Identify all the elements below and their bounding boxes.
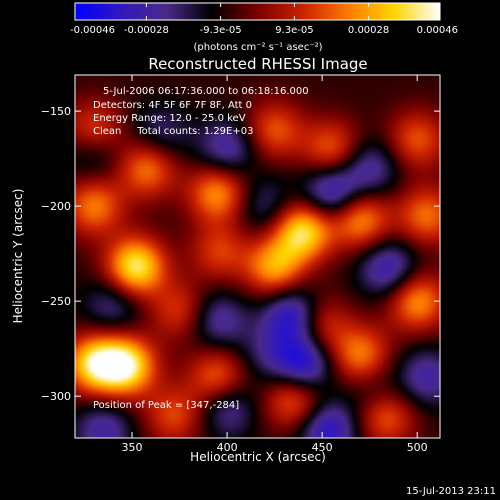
- x-axis-label: Heliocentric X (arcsec): [190, 450, 326, 464]
- heatmap-image: [75, 75, 440, 438]
- annotation-time: 5-Jul-2006 06:17:36.000 to 06:18:16.000: [103, 86, 309, 97]
- plot-area: 350 400 450 500 −150 −200 −250 −300 5-Jul-2006…: [41, 74, 441, 454]
- y-ticks: [75, 110, 440, 397]
- x-tick-labels: 350 400 450 500: [122, 441, 428, 454]
- colorbar-unit-label: (photons cm⁻² s⁻¹ asec⁻²): [193, 42, 322, 53]
- colorbar-tick-label: 0.00046: [417, 25, 458, 36]
- annotation-detectors: Detectors: 4F 5F 6F 7F 8F, Att 0: [93, 100, 252, 111]
- y-tick-labels: −150 −200 −250 −300: [41, 105, 71, 403]
- colorbar-tick-label: -0.00028: [124, 25, 169, 36]
- colorbar-tick-labels: -0.00046 -0.00028 -9.3e-05 9.3e-05 0.00028 0.…: [70, 25, 458, 36]
- x-tick-label: 450: [312, 441, 333, 454]
- y-tick-label: −150: [41, 105, 71, 118]
- x-ticks: [131, 75, 418, 438]
- colorbar-tick-label: -0.00046: [70, 25, 115, 36]
- colorbar: -0.00046 -0.00028 -9.3e-05 9.3e-05 0.00028 0.…: [70, 2, 458, 53]
- y-tick-label: −300: [41, 390, 71, 403]
- annotation-clean: Clean Total counts: 1.29E+03: [93, 126, 253, 137]
- y-tick-label: −250: [41, 295, 71, 308]
- y-tick-label: −200: [41, 200, 71, 213]
- x-tick-label: 500: [407, 441, 428, 454]
- y-axis-label: Heliocentric Y (arcsec): [11, 189, 25, 324]
- colorbar-ticks: [74, 3, 441, 20]
- x-tick-label: 400: [217, 441, 238, 454]
- plot-frame: [74, 74, 441, 439]
- annotation-block: 5-Jul-2006 06:17:36.000 to 06:18:16.000 …: [93, 86, 309, 411]
- colorbar-tick-label: 0.00028: [348, 25, 389, 36]
- timestamp: 15-Jul-2013 23:11: [406, 486, 496, 497]
- colorbar-tick-label: -9.3e-05: [200, 25, 242, 36]
- colorbar-gradient: [74, 2, 441, 21]
- annotation-peak: Position of Peak = [347,-284]: [93, 400, 239, 411]
- chart-title: Reconstructed RHESSI Image: [148, 55, 367, 73]
- colorbar-tick-label: 9.3e-05: [275, 25, 313, 36]
- annotation-energy: Energy Range: 12.0 - 25.0 keV: [93, 113, 246, 124]
- x-tick-label: 350: [122, 441, 143, 454]
